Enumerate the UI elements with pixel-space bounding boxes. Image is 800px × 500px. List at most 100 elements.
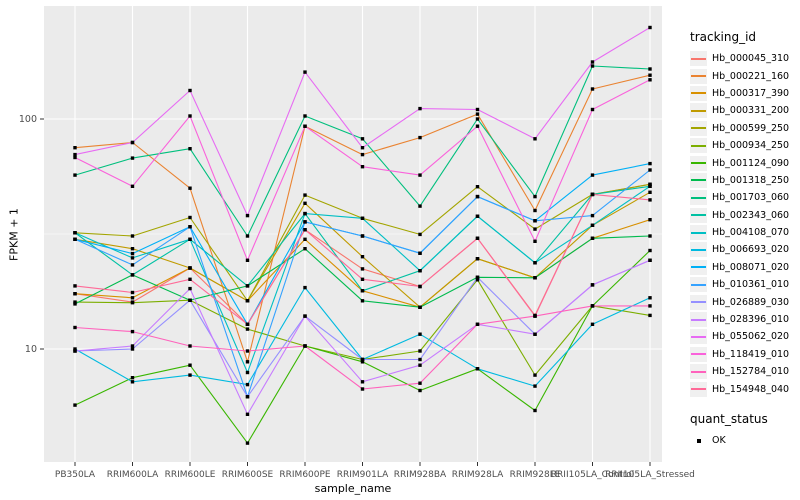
- data-point-marker: [303, 220, 307, 224]
- data-point-marker: [533, 194, 537, 199]
- data-point-marker: [648, 168, 652, 172]
- data-point-marker: [418, 135, 422, 140]
- legend-key: [690, 294, 707, 310]
- data-point-marker: [475, 185, 480, 189]
- data-point-marker: [360, 277, 365, 281]
- data-point-marker: [188, 215, 192, 220]
- data-point-marker: [303, 193, 307, 197]
- data-point-marker: [188, 237, 192, 241]
- data-point-marker: [648, 234, 652, 238]
- legend-entry-label: Hb_001318_250: [712, 174, 790, 186]
- legend-title-tracking-id: tracking_id: [690, 30, 757, 44]
- data-point-marker: [188, 114, 192, 118]
- legend-entry: Hb_006693_020: [690, 241, 800, 258]
- legend-title-quant-status: quant_status: [690, 411, 768, 426]
- data-point-marker: [130, 234, 135, 238]
- data-point-marker: [475, 107, 480, 112]
- data-point-marker: [73, 231, 77, 235]
- legend-entry: Hb_010361_010: [690, 276, 800, 293]
- data-point-marker: [245, 234, 250, 238]
- legend-key-line-icon: [691, 248, 706, 251]
- data-point-marker: [418, 251, 422, 255]
- data-point-marker: [130, 347, 135, 351]
- data-point-marker: [590, 236, 595, 240]
- legend-key-line-icon: [691, 57, 706, 60]
- data-point-marker: [648, 73, 652, 77]
- y-tick-label: 100: [19, 114, 37, 125]
- data-point-marker: [418, 204, 422, 208]
- data-point-marker: [188, 286, 192, 291]
- x-tick-label: RRIM928LA: [452, 470, 504, 480]
- data-point-marker: [360, 255, 365, 259]
- data-point-marker: [418, 363, 422, 367]
- legend-entry-label: Hb_006693_020: [712, 244, 790, 256]
- data-point-marker: [475, 257, 480, 261]
- legend-entry: Hb_004108_070: [690, 224, 800, 241]
- data-point-marker: [533, 227, 537, 231]
- data-point-marker: [590, 107, 595, 112]
- data-point-marker: [303, 114, 307, 118]
- data-point-marker: [360, 289, 365, 293]
- data-point-marker: [303, 228, 307, 232]
- data-point-marker: [418, 357, 422, 362]
- legend-entry: Hb_002343_060: [690, 207, 800, 224]
- legend-entry: Hb_000934_250: [690, 137, 800, 154]
- legend-key-line-icon: [691, 127, 706, 130]
- data-point-marker: [418, 305, 422, 309]
- data-point-marker: [130, 344, 135, 348]
- legend-key: [690, 51, 707, 67]
- data-point-marker: [130, 296, 135, 300]
- legend-entry-label: Hb_000599_250: [712, 122, 790, 134]
- x-tick-label: RRII105LA_Stressed: [605, 470, 695, 480]
- data-point-marker: [590, 223, 595, 227]
- legend-key-line-icon: [691, 301, 706, 304]
- data-point-marker: [130, 273, 135, 277]
- data-point-marker: [590, 60, 595, 64]
- data-point-marker: [130, 301, 135, 305]
- x-tick-label: PB350LA: [55, 470, 96, 480]
- data-point-marker: [648, 161, 652, 166]
- legend-key: [690, 103, 707, 119]
- data-point-marker: [245, 284, 250, 288]
- legend-key: [690, 85, 707, 101]
- data-point-marker: [418, 284, 422, 289]
- data-point-marker: [73, 284, 77, 288]
- data-point-marker: [475, 322, 480, 326]
- data-point-marker: [360, 146, 365, 150]
- legend-key: [690, 138, 707, 154]
- legend-key: [690, 277, 707, 293]
- data-point-marker: [648, 304, 652, 308]
- legend-key-line-icon: [691, 109, 706, 112]
- data-point-marker: [648, 313, 652, 318]
- data-point-marker: [188, 277, 192, 281]
- legend: tracking_id Hb_000045_310 Hb_000221_160 Hb…: [690, 30, 800, 449]
- data-point-marker: [533, 208, 537, 213]
- data-point-marker: [73, 347, 77, 351]
- quant-legend-entry: OK: [690, 432, 800, 449]
- legend-key-line-icon: [691, 231, 706, 234]
- x-tick-label: RRIM901LA: [337, 470, 389, 480]
- data-point-marker: [475, 236, 480, 240]
- data-point-marker: [130, 156, 135, 160]
- data-point-marker: [475, 112, 480, 116]
- legend-entry-label: Hb_118419_010: [712, 348, 790, 360]
- legend-key: [690, 172, 707, 188]
- legend-entry-label: Hb_000317_390: [712, 87, 790, 99]
- data-point-marker: [360, 267, 365, 271]
- legend-key: [690, 346, 707, 362]
- legend-entry-label: Hb_002343_060: [712, 209, 790, 221]
- legend-key-line-icon: [691, 388, 706, 391]
- data-point-marker: [533, 332, 537, 336]
- legend-entry-label: Hb_152784_010: [712, 366, 790, 378]
- legend-entry-label: Hb_000331_200: [712, 105, 790, 117]
- legend-entry: Hb_000221_160: [690, 67, 800, 84]
- data-point-marker: [73, 152, 77, 157]
- data-point-marker: [130, 140, 135, 145]
- data-point-marker: [130, 290, 135, 295]
- legend-entry: Hb_000317_390: [690, 85, 800, 102]
- data-point-marker: [245, 441, 250, 445]
- legend-entry-label: Hb_008071_020: [712, 261, 790, 273]
- data-point-marker: [188, 186, 192, 190]
- data-point-marker: [188, 147, 192, 151]
